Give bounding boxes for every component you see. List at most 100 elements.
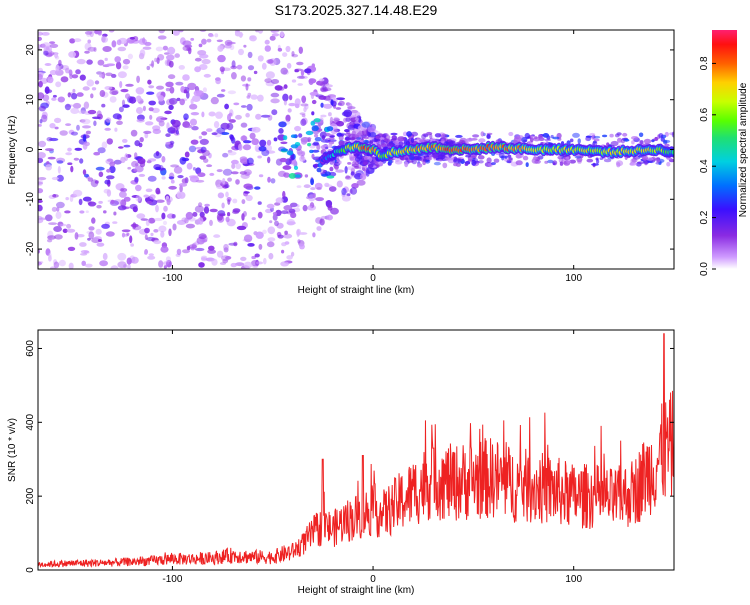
spectrogram-cell <box>167 74 176 80</box>
spectrogram-cell <box>69 195 74 202</box>
spectrogram-cell <box>338 100 345 107</box>
spectrogram-cell <box>96 71 103 75</box>
spectrogram-cell <box>507 154 512 158</box>
spectrogram-cell <box>300 118 307 126</box>
spectrogram-cell <box>243 261 253 269</box>
spectrogram-cell <box>298 75 308 79</box>
spectrogram-cell <box>225 216 230 223</box>
spectrogram-cell <box>97 147 106 154</box>
spectrogram-cell <box>245 112 250 118</box>
spectrogram-cell <box>156 116 165 123</box>
spectrogram-cell <box>327 139 337 143</box>
spectrogram-cell <box>486 133 491 140</box>
spectrogram-cell <box>280 261 289 267</box>
spectrogram-cell <box>272 213 278 221</box>
spectrogram-cell <box>116 39 122 46</box>
spectrogram-cell <box>208 111 216 117</box>
spectrogram-cell <box>98 171 104 178</box>
colorbar-tick-label: 0.6 <box>699 107 710 121</box>
spectrogram-cell <box>70 165 74 173</box>
spectrogram-cell <box>288 94 293 101</box>
spectrogram-cell <box>222 178 226 185</box>
spectrogram-cell <box>143 194 149 198</box>
spectrogram-cell <box>247 77 252 82</box>
spectrogram-ridge-cell <box>671 150 674 155</box>
spectrogram-cell <box>76 92 84 97</box>
spectrogram-cell <box>221 202 225 209</box>
spectrogram-cell <box>577 159 582 164</box>
spectrogram-cell <box>213 121 220 129</box>
spectrogram-cell <box>38 188 44 194</box>
spectrogram-cell <box>129 96 137 104</box>
spectrogram-cell <box>304 174 309 178</box>
spectrogram-cell <box>122 104 130 108</box>
spectrogram-cell <box>515 160 523 166</box>
spectrogram-cell <box>418 139 428 143</box>
snr-y-tick-label: 0 <box>25 567 36 573</box>
spectrogram-cell <box>254 186 261 190</box>
spectrogram-cell <box>99 90 106 97</box>
spectrogram-cell <box>190 98 194 105</box>
spectrogram-cell <box>200 255 208 261</box>
spectrogram-cell <box>135 87 145 95</box>
spectrogram-cell <box>596 159 600 164</box>
spectrogram-cell <box>38 218 44 224</box>
spectrogram-cell <box>326 214 333 221</box>
spectrogram-cell <box>104 127 111 131</box>
spectrogram-cell <box>202 87 207 93</box>
spectrogram-cell <box>38 204 43 212</box>
spectrogram-cell <box>59 130 68 136</box>
spectrogram-cell <box>397 136 406 142</box>
spectrogram-cell <box>257 211 263 219</box>
spectrogram-cell <box>566 159 571 164</box>
spectrogram-cell <box>622 132 628 137</box>
spectrogram-cell <box>267 237 276 242</box>
spectrogram-cell <box>405 157 409 160</box>
spectrogram-cell <box>353 153 359 157</box>
spectrogram-cell <box>139 49 146 57</box>
spectrogram-cell <box>266 150 276 154</box>
spectrogram-cell <box>91 87 97 91</box>
spectrogram-cell <box>151 107 160 113</box>
spectrogram-cell <box>247 51 253 59</box>
snr-y-tick-label: 200 <box>25 487 36 504</box>
spectrogram-cell <box>309 202 315 209</box>
spectrogram-cell <box>602 134 608 138</box>
spectrogram-cell <box>309 149 314 154</box>
spectrogram-cell <box>313 118 321 123</box>
spectrogram-cell <box>162 45 168 51</box>
spectrogram-cell <box>113 199 123 205</box>
spectrogram-cell <box>247 243 255 247</box>
spectrogram-cell <box>328 137 335 140</box>
spectrogram-cell <box>572 132 580 138</box>
spectrogram-cell <box>218 179 223 184</box>
spectrogram-cell <box>284 241 290 245</box>
spectrogram-cell <box>158 30 165 34</box>
spectrogram-cell <box>216 39 223 43</box>
spectrogram-cell <box>119 191 127 198</box>
spectrogram-cell <box>146 65 151 71</box>
spectrogram-cell <box>312 232 316 238</box>
spectrogram-cell <box>117 252 127 261</box>
spectrogram-cell <box>201 111 205 118</box>
spectrogram-cell <box>178 191 186 199</box>
spectrogram-cell <box>591 134 596 140</box>
spectrogram-cell <box>106 175 115 180</box>
spectrogram-cell <box>430 137 436 143</box>
spectrogram-cell <box>54 234 63 240</box>
spectrogram-cell <box>552 136 560 140</box>
spectrogram-cell <box>163 265 167 269</box>
spectrogram-cell <box>354 117 360 121</box>
spectrogram-cell <box>219 262 227 265</box>
spectrogram-cell <box>149 194 156 200</box>
spectrogram-cell <box>222 168 233 176</box>
spectrogram-cell <box>316 187 322 191</box>
spectrogram-cell <box>47 76 54 84</box>
spectrogram-cell <box>121 229 131 233</box>
spectrogram-cell <box>532 156 538 161</box>
snr-x-ticks: -100 0 100 <box>162 330 582 585</box>
spectrogram-cell <box>179 185 183 193</box>
spectrogram-cell <box>296 229 300 238</box>
spectrogram-cell <box>82 125 91 129</box>
spectrogram-cell <box>243 183 253 189</box>
